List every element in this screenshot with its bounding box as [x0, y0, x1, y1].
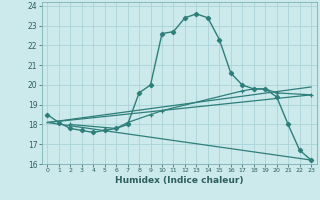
X-axis label: Humidex (Indice chaleur): Humidex (Indice chaleur) — [115, 176, 244, 185]
